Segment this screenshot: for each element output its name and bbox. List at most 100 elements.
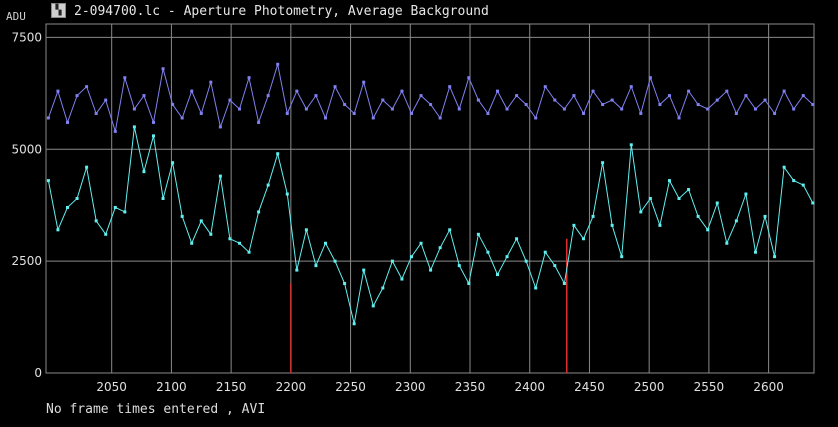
series-point-1 <box>180 214 184 218</box>
series-point-1 <box>744 192 748 196</box>
series-point-1 <box>285 192 289 196</box>
series-point-0 <box>476 98 480 102</box>
y-axis-unit-label: ADU <box>6 10 26 23</box>
series-point-0 <box>123 76 127 80</box>
series-point-1 <box>524 259 528 263</box>
x-tick-label: 2100 <box>156 380 187 394</box>
series-point-0 <box>295 89 299 93</box>
series-point-0 <box>247 76 251 80</box>
series-point-0 <box>65 120 69 124</box>
series-point-1 <box>304 228 308 232</box>
series-point-1 <box>371 304 375 308</box>
series-point-0 <box>151 120 155 124</box>
series-point-1 <box>65 205 69 209</box>
series-point-1 <box>429 268 433 272</box>
series-point-0 <box>734 111 738 115</box>
lightcurve-app-icon[interactable]: ▚ <box>51 3 66 18</box>
series-point-0 <box>343 103 347 107</box>
series-point-1 <box>142 170 146 174</box>
series-point-1 <box>228 237 232 241</box>
series-point-0 <box>56 89 60 93</box>
series-point-0 <box>687 89 691 93</box>
series-point-0 <box>314 94 318 98</box>
series-point-1 <box>56 228 60 232</box>
series-point-1 <box>515 237 519 241</box>
series-point-1 <box>543 250 547 254</box>
series-point-0 <box>409 111 413 115</box>
title-bar: ▚ 2-094700.lc - Aperture Photometry, Ave… <box>0 0 838 24</box>
x-tick-label: 2500 <box>634 380 665 394</box>
status-text: No frame times entered , AVI <box>46 402 266 417</box>
series-point-0 <box>46 116 50 120</box>
x-tick-labels: 2050 2100 2150 2200 2250 2300 2350 2400 2450 2500… <box>96 380 783 394</box>
series-point-1 <box>725 241 729 245</box>
series-point-1 <box>323 241 327 245</box>
series-point-1 <box>161 197 165 200</box>
series-point-1 <box>237 241 241 245</box>
series-point-0 <box>257 120 261 124</box>
series-point-1 <box>400 277 404 281</box>
series-point-1 <box>639 210 643 214</box>
series-point-1 <box>113 205 117 209</box>
series-point-0 <box>696 103 700 107</box>
series-point-1 <box>94 219 98 223</box>
series-point-0 <box>467 76 471 80</box>
series-point-0 <box>104 98 108 102</box>
series-point-0 <box>448 85 452 89</box>
series-point-0 <box>715 98 719 102</box>
series-point-0 <box>811 103 815 107</box>
series-point-0 <box>228 98 232 102</box>
series-line-1 <box>47 126 814 324</box>
series-point-0 <box>171 103 175 107</box>
series-point-1 <box>209 232 213 236</box>
series-point-0 <box>75 94 79 98</box>
series-point-0 <box>792 107 796 111</box>
series-point-0 <box>543 85 547 89</box>
series-point-1 <box>658 223 662 227</box>
series-point-0 <box>572 94 576 98</box>
series-point-0 <box>237 107 241 111</box>
series-point-0 <box>591 89 595 93</box>
series-point-1 <box>734 219 738 223</box>
series-point-0 <box>352 111 356 115</box>
series-point-1 <box>601 161 605 165</box>
chart-axes <box>45 23 815 374</box>
x-tick-label: 2300 <box>395 380 426 394</box>
series-point-0 <box>400 89 404 93</box>
series-point-1 <box>562 282 566 286</box>
series-point-0 <box>419 94 423 98</box>
series-point-0 <box>515 94 519 98</box>
series-point-1 <box>476 232 480 236</box>
series-point-1 <box>218 174 222 178</box>
series-point-0 <box>276 62 280 66</box>
series-point-0 <box>381 98 385 102</box>
series-point-1 <box>763 214 767 218</box>
series-point-1 <box>352 322 356 326</box>
series-point-1 <box>276 152 280 156</box>
series-point-0 <box>438 116 442 120</box>
series-point-0 <box>744 94 748 98</box>
series-point-1 <box>132 125 136 129</box>
series-point-0 <box>457 107 461 111</box>
window-title: 2-094700.lc - Aperture Photometry, Avera… <box>74 4 489 19</box>
x-tick-label: 2600 <box>753 380 784 394</box>
series-point-0 <box>801 94 805 98</box>
series-point-1 <box>448 228 452 232</box>
series-point-0 <box>534 116 538 120</box>
series-point-0 <box>524 103 528 107</box>
series-point-0 <box>362 80 366 84</box>
series-point-0 <box>266 94 270 98</box>
series-point-0 <box>782 89 786 93</box>
series-point-1 <box>495 273 499 277</box>
series-point-1 <box>534 286 538 290</box>
series-point-0 <box>562 107 566 111</box>
x-tick-label: 2200 <box>276 380 307 394</box>
series-point-0 <box>629 85 633 89</box>
y-tick-label: 7500 <box>11 30 42 44</box>
series-point-0 <box>706 107 710 111</box>
series-point-1 <box>782 165 786 169</box>
series-point-0 <box>285 111 289 115</box>
series-point-0 <box>161 67 165 71</box>
y-tick-label: 5000 <box>11 142 42 156</box>
